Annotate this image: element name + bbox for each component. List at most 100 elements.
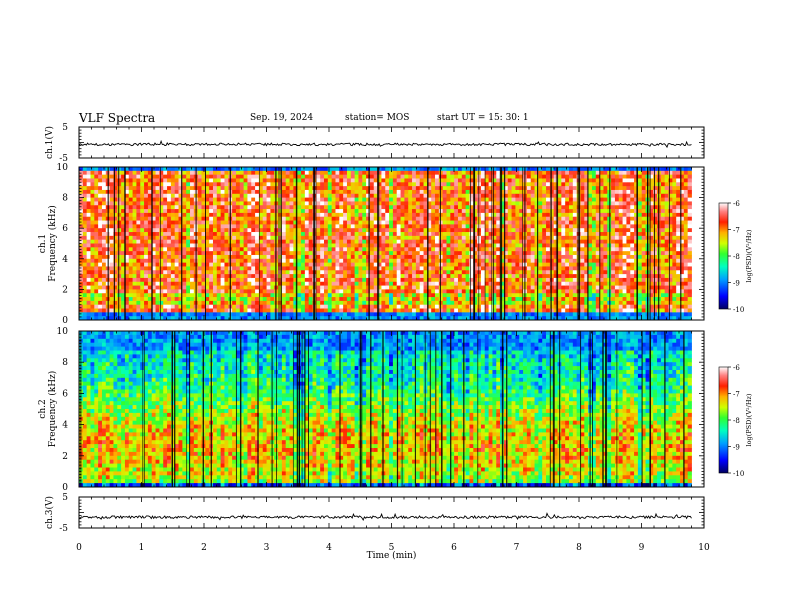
spectrogram-cell	[235, 235, 241, 241]
spectrogram-cell	[243, 216, 248, 221]
spectrogram-cell	[209, 247, 214, 252]
spectrogram-cell	[163, 201, 168, 206]
spectrogram-cell	[469, 235, 474, 241]
spectrogram-cell	[438, 178, 444, 183]
spectrogram-cell	[128, 201, 133, 206]
spectrogram-cell	[503, 308, 509, 313]
spectrogram-cell	[124, 270, 130, 275]
spectrogram-cell	[262, 197, 267, 202]
spectrogram-cell	[461, 228, 467, 233]
spectrogram-cell	[147, 220, 153, 225]
spectrogram-cell	[220, 262, 225, 267]
spectrogram-cell	[385, 209, 390, 214]
spectrogram-cell	[247, 170, 252, 176]
spectrogram-cell	[190, 258, 195, 264]
spectrogram-cell	[415, 300, 421, 306]
spectrogram-cell	[239, 228, 245, 233]
spectrogram-cell	[473, 285, 478, 290]
spectrogram-cell	[404, 243, 409, 248]
spectrogram-cell	[167, 193, 172, 199]
spectrogram-cell	[354, 178, 359, 183]
spectrogram-cell	[538, 274, 543, 279]
spectrogram-cell	[438, 182, 444, 187]
spectrogram-cell	[147, 212, 153, 218]
spectrogram-cell	[243, 174, 248, 179]
spectrogram-cell	[90, 209, 95, 214]
spectrogram-cell	[408, 262, 413, 267]
spectrogram-cell	[400, 316, 405, 321]
spectrogram-cell	[201, 212, 206, 218]
spectrogram-cell	[121, 220, 126, 225]
spectrogram-cell	[324, 167, 329, 172]
spectrogram-cell	[423, 209, 428, 214]
spectrogram-cell	[419, 297, 424, 302]
spectrogram-cell	[205, 167, 210, 172]
spectrogram-cell	[492, 266, 497, 271]
spectrogram-cell	[400, 312, 405, 317]
spectrogram-cell	[526, 239, 532, 244]
spectrogram-cell	[553, 285, 558, 290]
spectrogram-cell	[182, 178, 187, 183]
spectrogram-cell	[515, 167, 520, 172]
spectrogram-cell	[503, 262, 509, 267]
spectrogram-cell	[507, 304, 512, 309]
spectrogram-cell	[101, 312, 107, 317]
spectrogram-cell	[159, 193, 164, 199]
spectrogram-cell	[304, 197, 310, 202]
spectrogram-cell	[316, 174, 321, 179]
spectrogram-cell	[186, 285, 191, 290]
spectrogram-cell	[232, 216, 237, 221]
spectrogram-cell	[419, 308, 424, 313]
spectrogram-cell	[90, 251, 95, 256]
spectrogram-cell	[266, 312, 271, 317]
spectrogram-cell	[243, 312, 248, 317]
spectrogram-cell	[289, 312, 294, 317]
spectrogram-cell	[101, 277, 107, 283]
spectrogram-cell	[82, 285, 88, 290]
spectrogram-cell	[209, 300, 214, 306]
spectrogram-cell	[301, 209, 306, 214]
spectrogram-cell	[220, 239, 225, 244]
spectrogram-cell	[465, 277, 470, 283]
spectrogram-cell	[389, 209, 394, 214]
spectrogram-cell	[262, 216, 267, 221]
spectrogram-cell	[258, 174, 264, 179]
spectrogram-cell	[289, 193, 294, 199]
spectrogram-cell	[86, 167, 91, 172]
spectrogram-cell	[381, 262, 386, 267]
spectrogram-cell	[278, 293, 283, 298]
spectrogram-cell	[442, 235, 447, 241]
spectrogram-cell	[484, 316, 490, 321]
spectrogram-cell	[431, 205, 436, 210]
spectrogram-cell	[132, 274, 137, 279]
spectrogram-cell	[301, 232, 306, 237]
spectrogram-cell	[304, 212, 310, 218]
spectrogram-cell	[90, 243, 95, 248]
spectrogram-cell	[484, 262, 490, 267]
spectrogram-cell	[94, 243, 99, 248]
spectrogram-cell	[163, 228, 168, 233]
spectrogram-cell	[546, 205, 551, 210]
spectrogram-cell	[147, 316, 153, 321]
spectrogram-cell	[124, 308, 130, 313]
spectrogram-cell	[503, 174, 509, 179]
spectrogram-cell	[151, 300, 156, 306]
spectrogram-cell	[301, 308, 306, 313]
spectrogram-cell	[251, 316, 256, 321]
spectrogram-cell	[419, 170, 424, 176]
spectrogram-cell	[266, 182, 271, 187]
spectrogram-cell	[247, 216, 252, 221]
spectrogram-cell	[346, 254, 352, 260]
spectrogram-cell	[109, 316, 114, 321]
spectrogram-cell	[136, 235, 141, 241]
spectrogram-cell	[132, 186, 137, 191]
spectrogram-cell	[369, 289, 375, 294]
spectrogram-cell	[186, 232, 191, 237]
spectrogram-cell	[346, 274, 352, 279]
spectrogram-cell	[278, 212, 283, 218]
spectrogram-cell	[163, 232, 168, 237]
spectrogram-cell	[285, 167, 290, 172]
spectrogram-cell	[408, 270, 413, 275]
spectrogram-cell	[412, 220, 417, 225]
spectrogram-cell	[212, 312, 218, 317]
